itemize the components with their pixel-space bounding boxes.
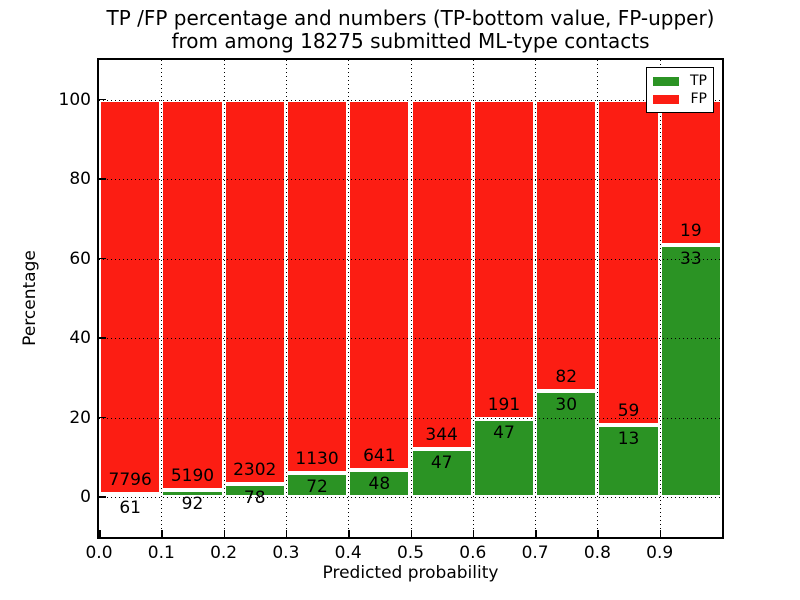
tp-legend-swatch — [653, 76, 679, 86]
bar-segment-tp — [285, 473, 349, 498]
bar-segment-fp — [99, 99, 162, 495]
fp-count-label: 7796 — [108, 470, 152, 491]
x-tick-mark — [348, 530, 350, 537]
y-tick-mark — [99, 416, 106, 419]
y-tick-label: 20 — [69, 407, 91, 428]
y-tick-mark — [99, 98, 106, 101]
gridline-vertical — [472, 60, 474, 537]
bar-segment-fp — [597, 99, 660, 426]
bar-segment-fp — [348, 99, 411, 470]
x-tick-mark — [99, 530, 101, 537]
bar-segment-fp — [161, 99, 224, 491]
chart-title-line1: TP /FP percentage and numbers (TP-bottom… — [106, 6, 715, 30]
x-tick-label: 0.5 — [396, 543, 425, 563]
fp-count-label: 344 — [425, 425, 458, 446]
bar-segment-fp — [223, 99, 286, 485]
x-tick-mark — [285, 530, 288, 537]
tp-count-label: 30 — [555, 394, 578, 415]
x-tick-mark — [410, 530, 412, 537]
bar-segment-tp — [535, 390, 598, 498]
fp-count-label: 82 — [555, 366, 578, 387]
fp-count-label: 1130 — [295, 449, 339, 470]
x-axis-label: Predicted probability — [322, 563, 499, 583]
tp-count-label: 48 — [368, 473, 391, 494]
tp-count-label: 47 — [430, 453, 453, 474]
y-tick-label: 40 — [69, 328, 91, 349]
bar-segment-tp — [597, 425, 660, 498]
bar-segment-tp — [161, 490, 224, 498]
x-tick-label: 0.6 — [459, 543, 487, 563]
gridline-vertical — [285, 60, 287, 537]
gridline-vertical — [161, 60, 163, 537]
x-tick-label: 0.7 — [521, 543, 549, 563]
bar-segment-fp — [285, 99, 349, 474]
bar-segment-tp — [348, 469, 411, 498]
legend-row-fp: FP — [653, 92, 707, 106]
chart-title-line2: from among 18275 submitted ML-type conta… — [171, 29, 650, 53]
x-tick-mark — [472, 530, 475, 537]
tp-count-label: 47 — [493, 422, 515, 443]
gridline-vertical — [535, 60, 537, 537]
y-tick-mark — [99, 337, 106, 339]
fp-count-label: 191 — [487, 394, 521, 415]
x-tick-label: 0.2 — [210, 543, 238, 563]
y-tick-mark — [99, 257, 106, 260]
x-tick-label: 0.8 — [583, 543, 611, 563]
x-tick-label: 0.9 — [646, 543, 674, 563]
gridline-vertical — [410, 60, 412, 537]
bar-segment-tp — [223, 484, 286, 498]
gridline-vertical — [659, 60, 661, 537]
x-tick-mark — [161, 530, 163, 537]
bar-segment-fp — [410, 99, 473, 450]
plot-area: 7796 61 5190 92 2302 78 1130 72 641 48 344 47 191 47 8… — [97, 58, 724, 539]
fp-count-label: 59 — [617, 401, 640, 422]
x-tick-label: 0.4 — [334, 543, 362, 563]
tp-count-label: 13 — [617, 429, 640, 450]
fp-count-label: 19 — [680, 220, 702, 241]
y-tick-label: 80 — [69, 169, 91, 190]
fp-count-label: 5190 — [170, 466, 215, 487]
x-tick-label: 0.3 — [272, 543, 300, 563]
chart-title: TP /FP percentage and numbers (TP-bottom… — [99, 7, 722, 53]
fp-count-label: 2302 — [233, 460, 277, 481]
x-tick-label: 0.0 — [85, 543, 113, 563]
tp-count-label: 33 — [680, 248, 702, 269]
y-tick-label: 100 — [58, 89, 91, 110]
tp-count-label: 78 — [243, 488, 266, 509]
gridline-vertical — [348, 60, 350, 537]
bar-segment-tp — [472, 418, 536, 498]
plot-inner: 7796 61 5190 92 2302 78 1130 72 641 48 344 47 191 47 8… — [99, 60, 722, 537]
tp-count-label: 61 — [119, 498, 141, 519]
fp-legend-label: FP — [690, 91, 708, 107]
x-tick-label: 0.1 — [147, 543, 175, 563]
tp-legend-label: TP — [690, 73, 707, 89]
legend-row-tp: TP — [653, 74, 707, 88]
x-tick-mark — [223, 530, 226, 537]
fp-count-label: 641 — [363, 445, 396, 466]
gridline-vertical — [597, 60, 599, 537]
legend: TP FP — [646, 67, 714, 113]
y-tick-mark — [99, 496, 106, 498]
x-tick-mark — [659, 530, 662, 537]
x-tick-mark — [597, 530, 599, 537]
tp-count-label: 72 — [306, 477, 328, 498]
y-tick-label: 60 — [69, 248, 91, 269]
bar-segment-fp — [659, 99, 722, 245]
bar-segment-fp — [535, 99, 598, 391]
tp-count-label: 92 — [181, 494, 204, 515]
bar-segment-tp — [659, 244, 722, 498]
bar-segment-tp — [99, 494, 162, 499]
y-tick-label: 0 — [80, 487, 91, 508]
bar-segment-tp — [410, 449, 473, 498]
x-tick-mark — [535, 530, 537, 537]
fp-legend-swatch — [653, 94, 679, 104]
y-tick-mark — [99, 178, 106, 180]
gridline-vertical — [223, 60, 225, 537]
